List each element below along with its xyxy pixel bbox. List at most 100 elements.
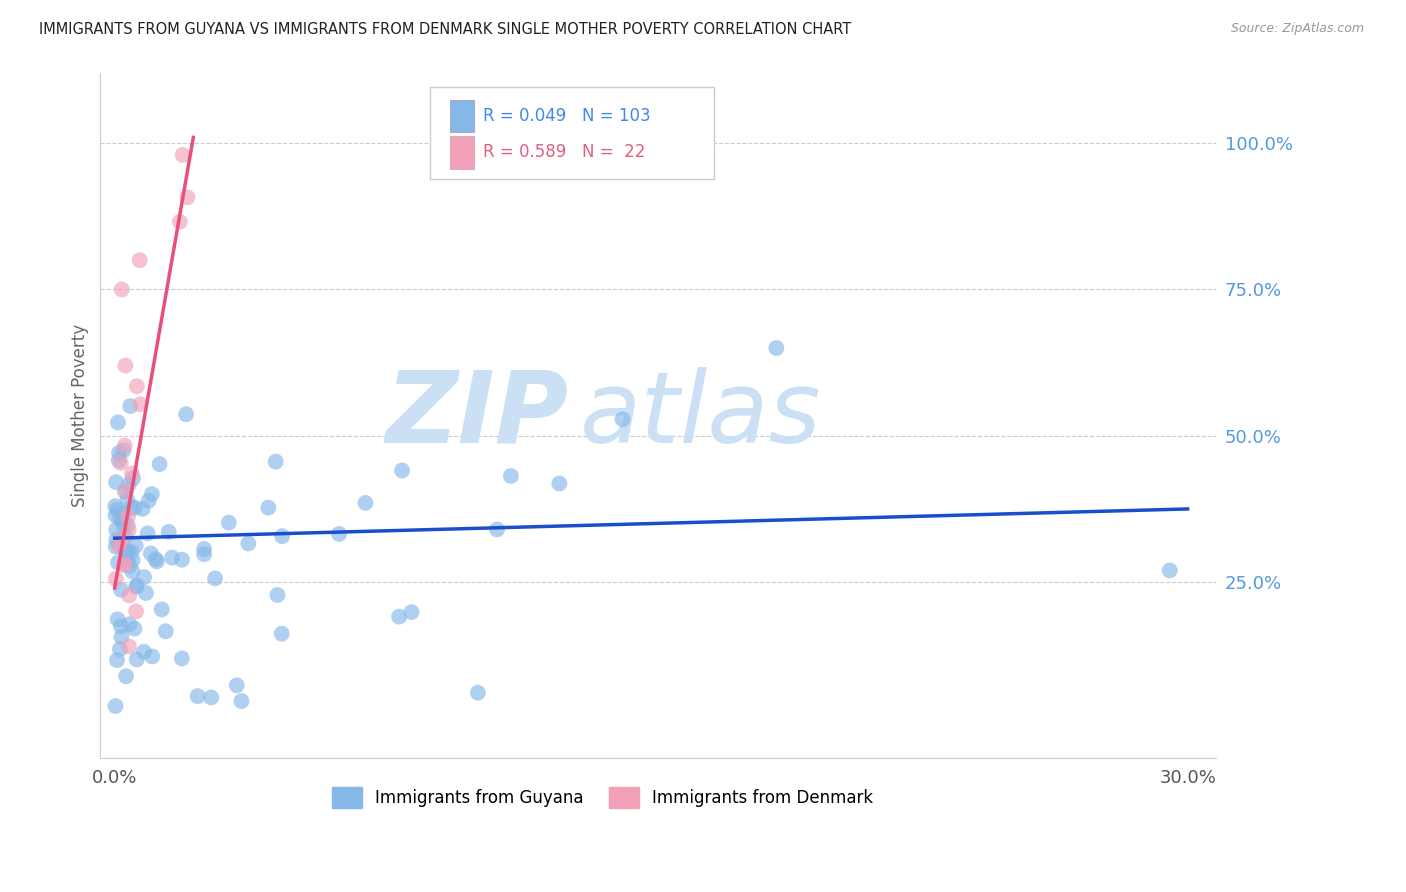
Text: R = 0.049   N = 103: R = 0.049 N = 103 (484, 107, 651, 125)
Text: Source: ZipAtlas.com: Source: ZipAtlas.com (1230, 22, 1364, 36)
Point (354, 496, 377, 510)
Point (118, 558, 141, 573)
Legend: Immigrants from Guyana, Immigrants from Denmark: Immigrants from Guyana, Immigrants from … (325, 780, 880, 814)
Point (225, 678, 247, 692)
Point (122, 471, 145, 485)
Point (486, 522, 509, 536)
Text: IMMIGRANTS FROM GUYANA VS IMMIGRANTS FROM DENMARK SINGLE MOTHER POVERTY CORRELAT: IMMIGRANTS FROM GUYANA VS IMMIGRANTS FRO… (39, 22, 852, 37)
Point (117, 492, 139, 507)
Point (111, 283, 134, 297)
Point (187, 689, 209, 703)
Point (120, 399, 142, 413)
Point (155, 624, 177, 639)
Point (117, 518, 139, 533)
Y-axis label: Single Mother Poverty: Single Mother Poverty (72, 324, 89, 507)
Point (112, 518, 135, 533)
Point (115, 546, 138, 560)
FancyBboxPatch shape (430, 87, 714, 179)
Point (118, 640, 141, 654)
Point (104, 699, 127, 714)
Point (117, 543, 139, 558)
Point (128, 253, 150, 268)
Point (138, 493, 160, 508)
Point (160, 550, 183, 565)
Point (125, 580, 148, 594)
Point (238, 536, 260, 550)
Point (108, 642, 131, 657)
Point (270, 626, 292, 640)
Text: R = 0.589   N =  22: R = 0.589 N = 22 (484, 144, 645, 161)
Point (112, 443, 135, 458)
Point (104, 572, 127, 586)
Point (114, 484, 136, 499)
Point (157, 524, 180, 539)
Point (125, 652, 148, 666)
Point (176, 190, 198, 204)
Point (121, 553, 143, 567)
Point (391, 463, 413, 477)
Point (118, 589, 141, 603)
Point (264, 454, 287, 468)
Point (121, 500, 143, 515)
Point (139, 546, 162, 560)
Point (107, 416, 129, 430)
Point (145, 552, 167, 566)
Point (108, 446, 131, 460)
Point (107, 453, 129, 467)
Point (121, 467, 143, 481)
Point (110, 630, 132, 644)
Point (193, 547, 215, 561)
Point (114, 530, 136, 544)
Point (107, 612, 129, 626)
Point (193, 542, 215, 557)
Point (388, 609, 411, 624)
Point (141, 649, 163, 664)
Point (104, 540, 127, 554)
Point (118, 617, 141, 632)
Point (129, 397, 152, 411)
Point (257, 500, 280, 515)
Point (114, 544, 136, 558)
Point (124, 622, 146, 636)
Point (328, 527, 350, 541)
Point (108, 539, 131, 553)
Point (114, 439, 136, 453)
Point (110, 456, 132, 470)
Point (548, 476, 571, 491)
Point (125, 539, 148, 553)
Point (266, 588, 288, 602)
Point (136, 526, 159, 541)
Point (146, 554, 169, 568)
Point (172, 148, 194, 162)
Point (105, 533, 128, 548)
Point (114, 558, 136, 572)
Point (125, 379, 148, 393)
Point (135, 586, 157, 600)
Point (170, 651, 193, 665)
Point (110, 619, 132, 633)
Point (125, 604, 148, 618)
Point (131, 501, 153, 516)
Point (104, 499, 127, 513)
Point (499, 469, 522, 483)
Point (104, 508, 127, 523)
Point (111, 532, 134, 546)
Point (200, 690, 222, 705)
Point (110, 582, 132, 597)
Point (132, 570, 155, 584)
Point (118, 477, 141, 491)
Point (141, 487, 163, 501)
Point (118, 523, 141, 537)
Point (110, 512, 132, 526)
Point (112, 507, 135, 521)
Point (174, 407, 197, 421)
Point (612, 412, 634, 426)
Point (132, 645, 155, 659)
Point (105, 475, 128, 489)
Text: atlas: atlas (581, 367, 823, 464)
Bar (450, 136, 474, 169)
Point (121, 564, 143, 578)
Point (124, 500, 146, 515)
Point (105, 503, 128, 517)
Point (115, 483, 138, 498)
